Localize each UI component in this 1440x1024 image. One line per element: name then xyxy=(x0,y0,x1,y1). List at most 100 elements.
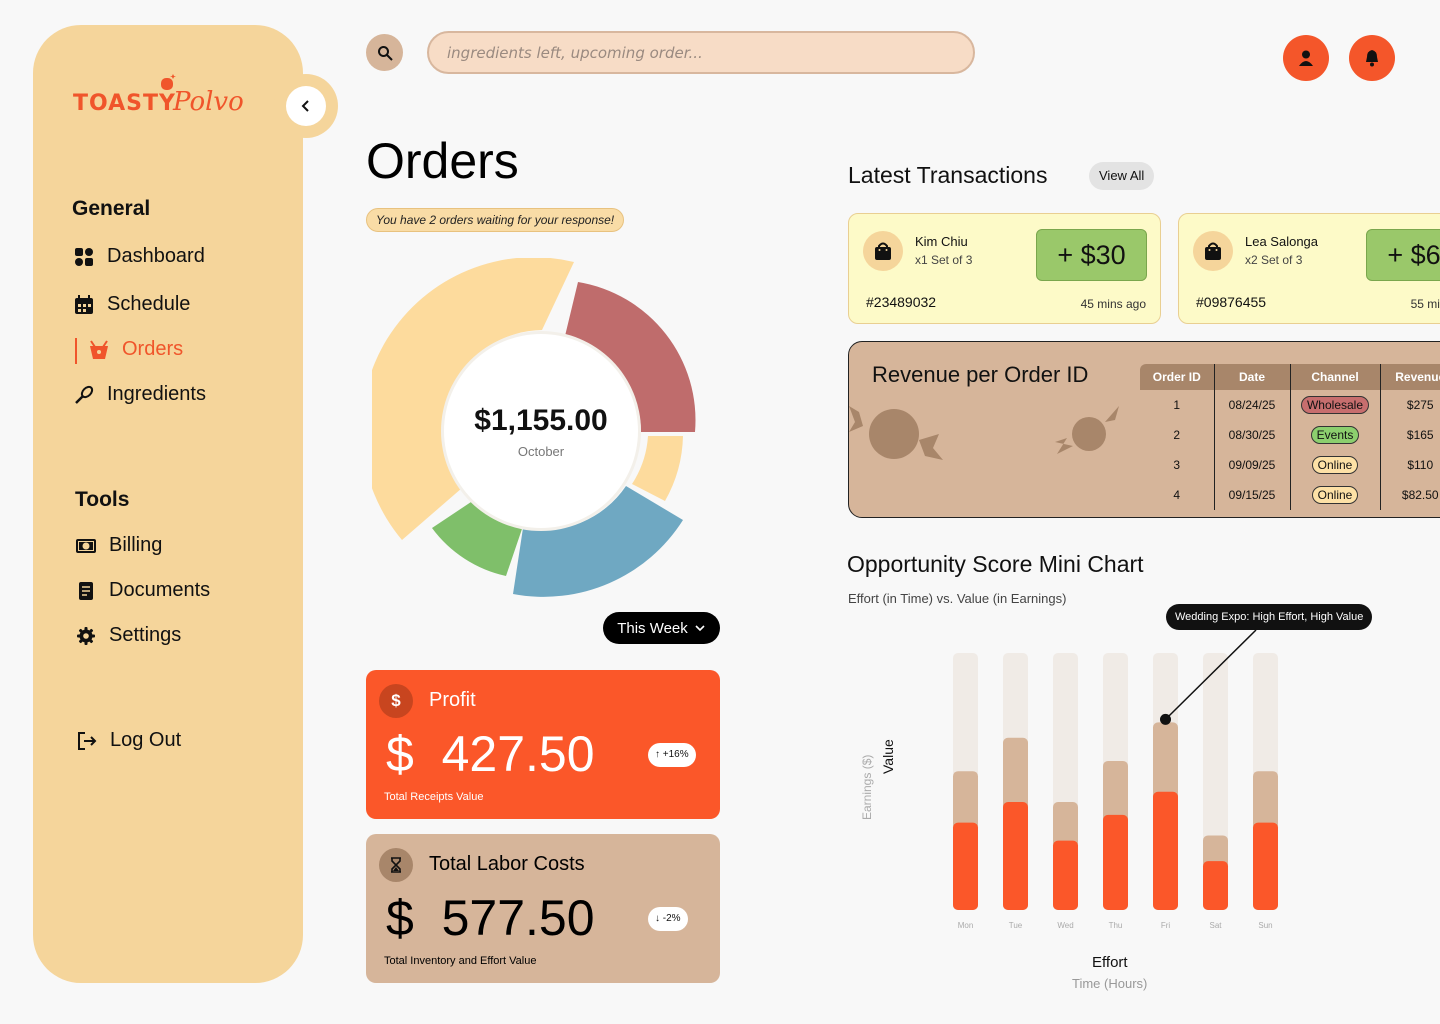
tick-label: Sun xyxy=(1258,921,1272,930)
sidebar-item-billing[interactable]: Billing xyxy=(75,534,162,557)
orders-total: $1,155.00 xyxy=(474,403,608,437)
column-header[interactable]: Revenue xyxy=(1380,364,1440,390)
table-row[interactable]: 4 09/15/25 Online $82.50 xyxy=(1140,480,1440,510)
orders-month: October xyxy=(517,443,565,459)
tick-label: Fri xyxy=(1161,921,1171,930)
sidebar-item-settings[interactable]: Settings xyxy=(75,624,181,647)
notifications-button[interactable] xyxy=(1349,35,1395,81)
billing-icon xyxy=(75,535,97,557)
table-row[interactable]: 2 08/30/25 Events $165 xyxy=(1140,420,1440,450)
table-row[interactable]: 3 09/09/25 Online $110 xyxy=(1140,450,1440,480)
x-axis-label: Effort xyxy=(1092,954,1128,971)
logout-button[interactable]: Log Out xyxy=(76,729,181,752)
channel-cell: Events xyxy=(1290,420,1381,450)
y-axis-sublabel: Earnings ($) xyxy=(860,754,874,820)
revenue-card: Revenue per Order ID Order ID Date Chann… xyxy=(848,341,1440,518)
bell-icon xyxy=(1366,50,1378,67)
chevron-down-icon xyxy=(695,625,705,632)
sidebar-item-orders[interactable]: Orders xyxy=(88,338,183,361)
transactions-title: Latest Transactions xyxy=(848,162,1048,188)
channel-badge: Online xyxy=(1311,456,1359,474)
column-header[interactable]: Date xyxy=(1214,364,1291,390)
donut-segment[interactable] xyxy=(565,282,696,432)
order-id-cell: 4 xyxy=(1140,480,1215,510)
sidebar-item-ingredients[interactable]: Ingredients xyxy=(73,383,206,406)
channel-cell: Wholesale xyxy=(1290,390,1381,420)
transaction-time: 55 mins ago xyxy=(1410,297,1440,311)
bar[interactable] xyxy=(1003,802,1028,910)
opportunity-title: Opportunity Score Mini Chart xyxy=(847,551,1144,577)
brand-name: TOASTY xyxy=(73,91,176,116)
date-cell: 09/15/25 xyxy=(1214,480,1291,510)
sidebar-item-schedule[interactable]: Schedule xyxy=(73,293,190,316)
transaction-name: Lea Salonga xyxy=(1245,234,1319,249)
sidebar-item-label: Schedule xyxy=(107,293,191,315)
sidebar-item-label: Documents xyxy=(109,579,211,601)
general-section-title: General xyxy=(72,197,151,220)
x-axis-sublabel: Time (Hours) xyxy=(1072,976,1148,991)
view-all-button[interactable]: View All xyxy=(1089,162,1155,190)
labor-label: Total Labor Costs xyxy=(429,853,585,875)
search-input[interactable] xyxy=(427,31,975,74)
transaction-amount: + $30 xyxy=(1036,229,1147,281)
profit-change-badge: ↑ +16% xyxy=(648,743,696,767)
date-cell: 08/30/25 xyxy=(1214,420,1291,450)
sidebar-item-label: Dashboard xyxy=(107,245,205,267)
tooltip-connector xyxy=(1164,629,1257,720)
sidebar-item-dashboard[interactable]: Dashboard xyxy=(73,245,205,268)
transaction-amount: + $60 xyxy=(1366,229,1440,281)
bar[interactable] xyxy=(1103,814,1128,910)
period-dropdown[interactable]: This Week xyxy=(603,612,720,644)
bar[interactable] xyxy=(953,822,978,910)
revenue-title: Revenue per Order ID xyxy=(872,362,1089,387)
search-button[interactable] xyxy=(366,34,403,71)
column-header[interactable]: Order ID xyxy=(1140,364,1215,390)
profit-label: Profit xyxy=(429,689,476,711)
tick-label: Mon xyxy=(958,921,974,930)
highlight-point[interactable] xyxy=(1160,713,1171,725)
revenue-cell: $165 xyxy=(1406,428,1434,442)
transaction-qty: x2 Set of 3 xyxy=(1245,253,1303,267)
donut-segment[interactable] xyxy=(513,486,683,597)
page-title: Orders xyxy=(366,133,519,189)
column-header[interactable]: Channel xyxy=(1290,364,1381,390)
orders-notice-badge[interactable]: You have 2 orders waiting for your respo… xyxy=(366,208,625,232)
channel-badge: Wholesale xyxy=(1300,396,1370,414)
brand-logo: TOASTY Polvo xyxy=(73,73,263,129)
tools-section-title: Tools xyxy=(75,488,130,511)
transaction-card[interactable]: Kim Chiu x1 Set of 3 + $30 #23489032 45 … xyxy=(848,213,1161,324)
bar[interactable] xyxy=(1253,822,1278,910)
labor-value: $ 577.50 xyxy=(386,890,595,946)
user-icon xyxy=(1299,50,1313,66)
transaction-id: #09876455 xyxy=(1196,294,1267,310)
table-row[interactable]: 1 08/24/25 Wholesale $275 xyxy=(1140,390,1440,420)
tick-label: Tue xyxy=(1009,921,1023,930)
active-indicator xyxy=(75,338,77,364)
channel-badge: Events xyxy=(1310,426,1360,444)
collapse-sidebar-button[interactable] xyxy=(274,74,338,138)
channel-badge: Online xyxy=(1311,486,1359,504)
labor-change-badge: ↓ -2% xyxy=(648,907,688,931)
tick-label: Thu xyxy=(1109,921,1123,930)
bar[interactable] xyxy=(1053,840,1078,910)
bar[interactable] xyxy=(1153,791,1178,910)
sidebar-item-label: Orders xyxy=(122,338,184,360)
sidebar-item-documents[interactable]: Documents xyxy=(75,579,210,602)
bar[interactable] xyxy=(1203,861,1228,910)
logout-label: Log Out xyxy=(110,729,182,751)
y-axis-label: Value xyxy=(880,739,896,774)
tick-label: Wed xyxy=(1057,921,1073,930)
search-icon xyxy=(377,45,393,61)
profit-card: $ Profit $ 427.50 ↑ +16% Total Receipts … xyxy=(366,670,720,819)
order-id-cell: 1 xyxy=(1140,390,1215,420)
order-id-cell: 3 xyxy=(1140,450,1215,480)
document-icon xyxy=(75,580,97,602)
transaction-id: #23489032 xyxy=(866,294,937,310)
donut-center: $1,155.00 October xyxy=(444,334,638,528)
donut-segment[interactable] xyxy=(632,436,683,501)
donut-segment[interactable] xyxy=(372,258,574,540)
candy-icon xyxy=(1055,406,1125,454)
basket-icon xyxy=(88,339,110,361)
profile-button[interactable] xyxy=(1283,35,1329,81)
transaction-card[interactable]: Lea Salonga x2 Set of 3 + $60 #09876455 … xyxy=(1178,213,1440,324)
